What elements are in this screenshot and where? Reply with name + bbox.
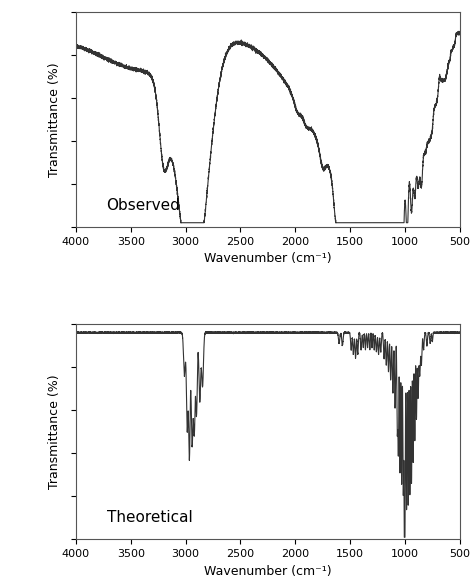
Y-axis label: Transmittance (%): Transmittance (%) [47, 62, 61, 177]
Text: Theoretical: Theoretical [107, 510, 192, 525]
X-axis label: Wavenumber (cm⁻¹): Wavenumber (cm⁻¹) [204, 252, 332, 265]
Y-axis label: Transmittance (%): Transmittance (%) [47, 374, 61, 489]
X-axis label: Wavenumber (cm⁻¹): Wavenumber (cm⁻¹) [204, 565, 332, 578]
Text: Observed: Observed [107, 198, 181, 213]
